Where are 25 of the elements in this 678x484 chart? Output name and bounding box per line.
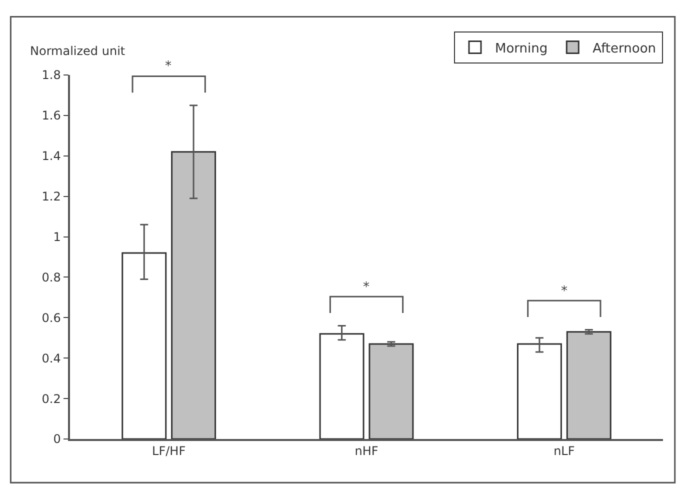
x-tick-label: nLF	[554, 444, 575, 458]
y-tick-label: 1.6	[42, 108, 61, 123]
y-axis-title: Normalized unit	[30, 44, 126, 58]
bar	[171, 151, 216, 439]
x-tick-label: LF/HF	[152, 444, 186, 458]
bar	[516, 343, 562, 439]
text: *	[165, 59, 172, 74]
y-tick-label: 1.4	[42, 149, 61, 164]
y-tick-label: 1.8	[42, 68, 61, 82]
y-tick-label: 0.8	[42, 270, 61, 284]
y-tick-label: 0.4	[42, 351, 61, 366]
annotation: *	[363, 280, 370, 295]
y-tick-label: 1.2	[42, 190, 61, 204]
y-tick-label: 0.2	[42, 392, 61, 406]
annotation: *	[561, 284, 568, 299]
bar	[566, 331, 612, 439]
y-tick-label: 0.6	[42, 310, 61, 325]
y-tick-label: 0	[53, 432, 61, 446]
bar	[122, 252, 167, 439]
bar	[368, 343, 414, 439]
y-tick-label: 1	[53, 230, 61, 244]
bar	[319, 333, 364, 439]
legend-label: Morning	[495, 41, 548, 56]
x-tick-label: nHF	[354, 444, 378, 458]
legend-label: Afternoon	[592, 41, 656, 56]
